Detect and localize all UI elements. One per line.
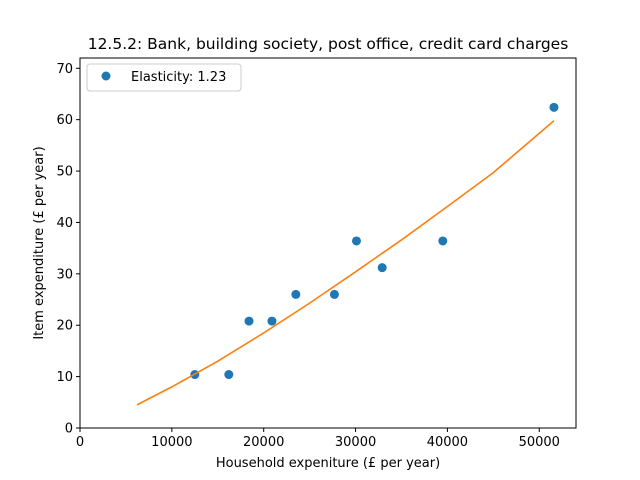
- x-tick-label: 50000: [519, 435, 560, 450]
- y-axis-label: Item expenditure (£ per year): [32, 146, 47, 339]
- data-point: [438, 236, 448, 246]
- y-tick-label: 10: [56, 370, 73, 385]
- y-tick-label: 30: [56, 267, 73, 282]
- data-point: [377, 263, 387, 273]
- x-tick-label: 40000: [427, 435, 468, 450]
- chart-title: 12.5.2: Bank, building society, post off…: [88, 35, 569, 53]
- y-tick-label: 50: [56, 165, 73, 180]
- legend-box: [86, 63, 242, 92]
- x-tick-label: 10000: [151, 435, 192, 450]
- y-tick-label: 70: [56, 62, 73, 77]
- data-point: [329, 289, 339, 299]
- legend: Elasticity: 1.23: [86, 63, 242, 92]
- y-tick-label: 20: [56, 319, 73, 334]
- data-point: [351, 236, 361, 246]
- data-point: [224, 370, 234, 380]
- y-tick-label: 0: [65, 422, 73, 437]
- data-point: [267, 316, 277, 326]
- x-tick-label: 30000: [335, 435, 376, 450]
- data-point: [291, 289, 301, 299]
- x-axis-label: Household expeniture (£ per year): [216, 456, 440, 471]
- x-tick-label: 20000: [243, 435, 284, 450]
- plot-area: [136, 102, 559, 406]
- legend-marker: [101, 71, 111, 81]
- y-tick-label: 60: [56, 113, 73, 128]
- legend-label: Elasticity: 1.23: [131, 70, 226, 85]
- plot-frame: [79, 57, 577, 429]
- axis-ticks: 0 10000 20000 30000 40000 50000 0 10 20 30 40 50 60 7…: [56, 62, 559, 450]
- x-tick-label: 0: [76, 435, 84, 450]
- fit-line: [136, 120, 555, 406]
- y-tick-label: 40: [56, 216, 73, 231]
- data-point: [244, 316, 254, 326]
- data-point: [549, 102, 559, 112]
